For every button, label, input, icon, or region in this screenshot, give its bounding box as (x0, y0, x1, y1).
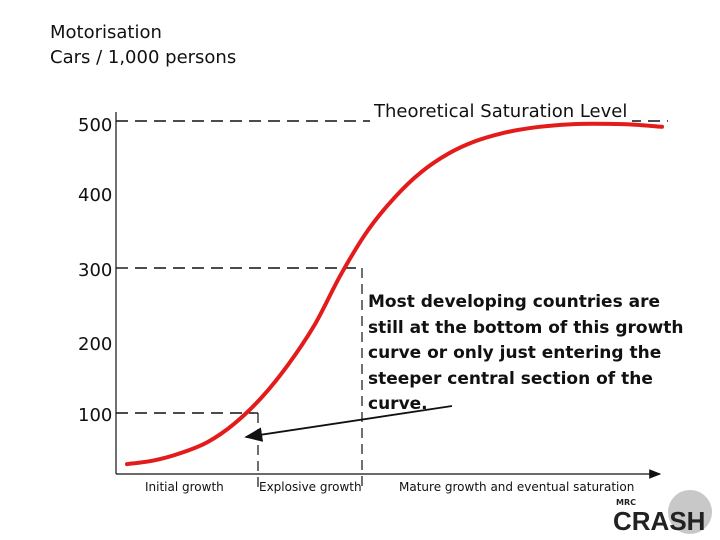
phase-label: Mature growth and eventual saturation (399, 480, 634, 494)
crash-logo: MRC CRASH (613, 490, 712, 536)
logo-text: CRASH (613, 506, 705, 536)
y-axis-label: Cars / 1,000 persons (50, 47, 236, 68)
series-points (126, 123, 663, 465)
annotation-line: steeper central section of the (368, 369, 653, 389)
y-tick-label: 100 (78, 405, 112, 426)
phase-label: Explosive growth (259, 480, 362, 494)
y-tick-label: 500 (78, 115, 112, 136)
saturation-label: Theoretical Saturation Level (373, 101, 627, 122)
annotation-line: curve or only just entering the (368, 343, 661, 363)
chart-title: Motorisation (50, 22, 162, 43)
annotation-arrow (244, 405, 453, 442)
brain-icon (668, 490, 712, 534)
y-tick-label: 400 (78, 185, 112, 206)
annotation-line: still at the bottom of this growth (368, 318, 684, 338)
logo-small-text: MRC (616, 498, 636, 507)
phase-label: Initial growth (145, 480, 224, 494)
y-tick-label: 300 (78, 260, 112, 281)
y-tick-label: 200 (78, 334, 112, 355)
annotation-line: curve. (368, 394, 428, 414)
annotation-line: Most developing countries are (368, 292, 660, 312)
